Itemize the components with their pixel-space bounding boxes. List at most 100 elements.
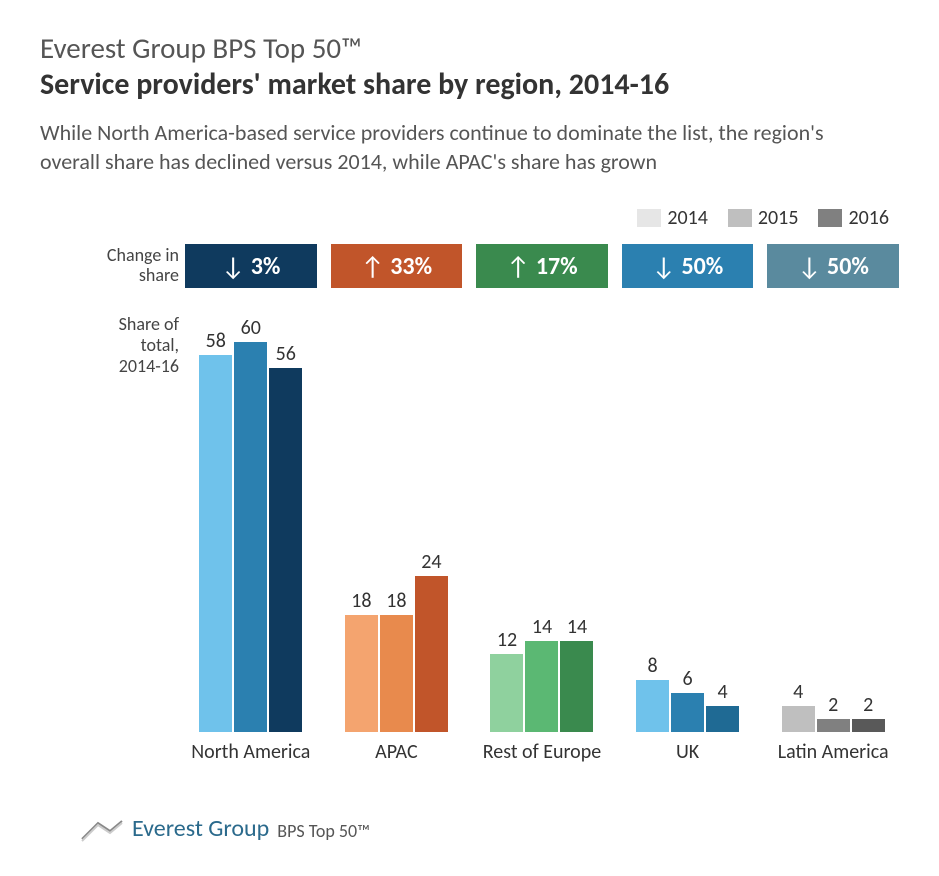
change-label-l1: Change in xyxy=(107,244,179,266)
bar-group-bars: 12 14 14 xyxy=(476,615,608,732)
bar-value-label: 60 xyxy=(241,316,261,340)
bar-wrap: 24 xyxy=(415,550,448,732)
title: Service providers' market share by regio… xyxy=(40,66,899,103)
bar-value-label: 4 xyxy=(718,680,728,704)
bar-value-label: 56 xyxy=(276,342,296,366)
bar-group-bars: 8 6 4 xyxy=(622,654,754,732)
bar-wrap: 18 xyxy=(380,589,413,732)
bar-wrap: 4 xyxy=(706,680,739,732)
legend-item: 2016 xyxy=(818,206,889,230)
bar-wrap: 14 xyxy=(525,615,558,732)
change-box: ↑17% xyxy=(476,244,608,288)
change-in-share-row: Change in share ↓3%↑33%↑17%↓50%↓50% xyxy=(40,244,899,288)
bar-wrap: 2 xyxy=(817,693,850,732)
change-box: ↑33% xyxy=(331,244,463,288)
bar-value-label: 6 xyxy=(683,667,693,691)
change-value: 3% xyxy=(251,252,281,281)
bar-group-bars: 4 2 2 xyxy=(767,680,899,732)
bar-value-label: 58 xyxy=(206,329,226,353)
bar xyxy=(782,706,815,732)
bar-value-label: 2 xyxy=(863,693,873,717)
bar-group-bars: 58 60 56 xyxy=(185,316,317,732)
legend-item: 2015 xyxy=(728,206,799,230)
logo-text-sub: BPS Top 50™ xyxy=(277,820,370,843)
bar xyxy=(234,342,267,732)
bar xyxy=(269,368,302,732)
bar-wrap: 58 xyxy=(199,329,232,732)
legend: 2014 2015 2016 xyxy=(40,206,899,230)
ylab-l3: 2014-16 xyxy=(119,355,179,377)
bar-value-label: 18 xyxy=(386,589,406,613)
change-value: 50% xyxy=(827,252,869,281)
x-axis-label: Latin America xyxy=(767,740,899,764)
arrow-down-icon: ↓ xyxy=(221,250,245,282)
change-box: ↓3% xyxy=(185,244,317,288)
subtitle: While North America-based service provid… xyxy=(40,119,870,176)
change-box: ↓50% xyxy=(767,244,899,288)
legend-swatch xyxy=(637,209,661,227)
arrow-down-icon: ↓ xyxy=(652,250,676,282)
ylab-l2: total, xyxy=(141,334,179,356)
bar xyxy=(380,615,413,732)
bar-group: 18 18 24 xyxy=(331,550,463,732)
legend-swatch xyxy=(728,209,752,227)
bar xyxy=(706,706,739,732)
bar-group: 12 14 14 xyxy=(476,615,608,732)
bar-wrap: 2 xyxy=(852,693,885,732)
ylab-l1: Share of xyxy=(119,313,179,335)
supertitle: Everest Group BPS Top 50™ xyxy=(40,30,899,66)
bar-group-bars: 18 18 24 xyxy=(331,550,463,732)
bar-wrap: 8 xyxy=(636,654,669,732)
bar-wrap: 56 xyxy=(269,342,302,732)
bar-wrap: 12 xyxy=(490,628,523,732)
bar-value-label: 18 xyxy=(351,589,371,613)
bar-value-label: 14 xyxy=(567,615,587,639)
bar xyxy=(490,654,523,732)
x-axis-label: Rest of Europe xyxy=(476,740,608,764)
bar xyxy=(817,719,850,732)
bar xyxy=(560,641,593,732)
change-value: 33% xyxy=(390,252,432,281)
change-box: ↓50% xyxy=(622,244,754,288)
bar-value-label: 14 xyxy=(532,615,552,639)
bar-value-label: 24 xyxy=(421,550,441,574)
bar-wrap: 4 xyxy=(782,680,815,732)
x-axis-label: North America xyxy=(185,740,317,764)
bar xyxy=(671,693,704,732)
bar xyxy=(345,615,378,732)
everest-roof-icon xyxy=(80,817,124,843)
footer-logo: Everest Group BPS Top 50™ xyxy=(80,814,899,843)
chart-header: Everest Group BPS Top 50™ Service provid… xyxy=(40,30,899,176)
change-value: 17% xyxy=(536,252,578,281)
bar xyxy=(852,719,885,732)
arrow-down-icon: ↓ xyxy=(797,250,821,282)
bar-group: 58 60 56 xyxy=(185,316,317,732)
bar-wrap: 6 xyxy=(671,667,704,732)
bar xyxy=(636,680,669,732)
bar-wrap: 14 xyxy=(560,615,593,732)
change-value: 50% xyxy=(681,252,723,281)
bar-wrap: 60 xyxy=(234,316,267,732)
bar-group: 4 2 2 xyxy=(767,680,899,732)
legend-label: 2014 xyxy=(667,206,708,230)
bar-value-label: 12 xyxy=(497,628,517,652)
x-axis-label: APAC xyxy=(331,740,463,764)
bar-value-label: 2 xyxy=(828,693,838,717)
legend-label: 2015 xyxy=(758,206,799,230)
change-label-l2: share xyxy=(139,264,179,286)
bar-wrap: 18 xyxy=(345,589,378,732)
x-axis-label: UK xyxy=(622,740,754,764)
arrow-up-icon: ↑ xyxy=(506,250,530,282)
legend-item: 2014 xyxy=(637,206,708,230)
bar-group: 8 6 4 xyxy=(622,654,754,732)
bar xyxy=(199,355,232,732)
bar xyxy=(525,641,558,732)
bar-value-label: 4 xyxy=(793,680,803,704)
y-axis-label: Share of total, 2014-16 xyxy=(40,312,185,764)
bar-chart: Share of total, 2014-16 5860561818241214… xyxy=(40,312,899,764)
change-label: Change in share xyxy=(40,246,185,286)
legend-swatch xyxy=(818,209,842,227)
logo-text-main: Everest Group xyxy=(132,814,269,843)
bar-value-label: 8 xyxy=(648,654,658,678)
bar xyxy=(415,576,448,732)
